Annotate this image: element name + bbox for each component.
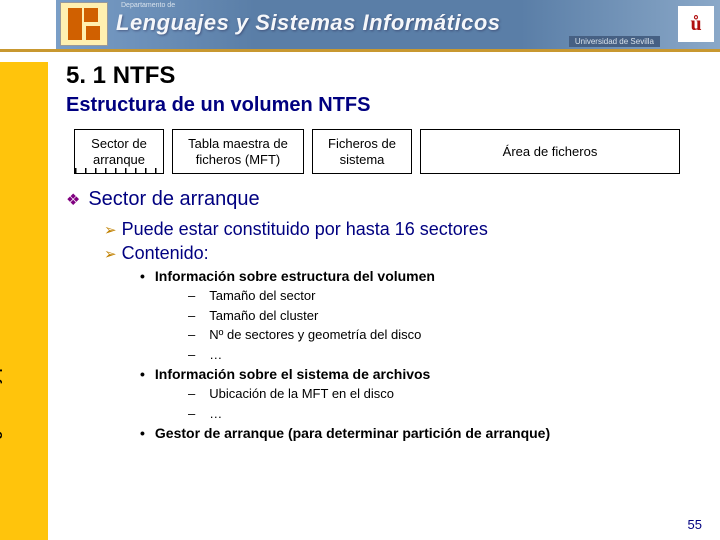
dot-bullet-icon: • bbox=[140, 266, 145, 286]
bullet-lvl2: • Información sobre el sistema de archiv… bbox=[140, 364, 720, 384]
banner-sub: Universidad de Sevilla bbox=[569, 36, 660, 47]
section-heading-text: Sector de arranque bbox=[88, 188, 259, 211]
dash-bullet-icon: – bbox=[188, 306, 195, 326]
bullet-text: Contenido: bbox=[122, 243, 209, 263]
section-heading: ❖ Sector de arranque bbox=[66, 188, 720, 211]
ntfs-volume-diagram: Sector de arranque Tabla maestra de fich… bbox=[74, 129, 720, 174]
content: 5. 1 NTFS Estructura de un volumen NTFS … bbox=[56, 62, 720, 540]
bullet-lvl1: ➢ Puede estar constituido por hasta 16 s… bbox=[104, 217, 720, 241]
banner-title: Lenguajes y Sistemas Informáticos bbox=[116, 10, 501, 36]
bullet-text: Información sobre estructura del volumen bbox=[155, 266, 435, 286]
arrow-bullet-icon: ➢ bbox=[104, 246, 117, 263]
banner-dept: Departamento de bbox=[121, 2, 175, 9]
bullet-lvl3: –… bbox=[188, 404, 720, 424]
bullet-text: Ubicación de la MFT en el disco bbox=[209, 384, 394, 404]
dash-bullet-icon: – bbox=[188, 286, 195, 306]
bullet-text: Tamaño del cluster bbox=[209, 306, 318, 326]
bullet-text: … bbox=[209, 404, 222, 424]
bullet-lvl3: –Nº de sectores y geometría del disco bbox=[188, 325, 720, 345]
us-logo: ů bbox=[678, 6, 714, 42]
diagram-system-files: Ficheros de sistema bbox=[312, 129, 412, 174]
arrow-bullet-icon: ➢ bbox=[104, 222, 117, 239]
bullet-text: Gestor de arranque (para determinar part… bbox=[155, 423, 550, 443]
dot-bullet-icon: • bbox=[140, 364, 145, 384]
heading-subtitle: Estructura de un volumen NTFS bbox=[66, 94, 720, 117]
dash-bullet-icon: – bbox=[188, 345, 195, 365]
diagram-file-area: Área de ficheros bbox=[420, 129, 680, 174]
dash-bullet-icon: – bbox=[188, 404, 195, 424]
dash-bullet-icon: – bbox=[188, 384, 195, 404]
sidebar-text: Tema 17: Seguridad y protección del sis.… bbox=[0, 168, 2, 520]
bullet-text: … bbox=[209, 345, 222, 365]
dash-bullet-icon: – bbox=[188, 325, 195, 345]
diamond-bullet-icon: ❖ bbox=[66, 190, 80, 210]
bullet-lvl1: ➢ Contenido: bbox=[104, 241, 720, 265]
bullet-lvl3: –Tamaño del sector bbox=[188, 286, 720, 306]
bullet-lvl3: –… bbox=[188, 345, 720, 365]
bullet-lvl3: –Tamaño del cluster bbox=[188, 306, 720, 326]
bullet-text: Información sobre el sistema de archivos bbox=[155, 364, 430, 384]
bullet-lvl2: • Gestor de arranque (para determinar pa… bbox=[140, 423, 720, 443]
lsi-logo bbox=[60, 2, 108, 46]
banner-bg: Departamento de Lenguajes y Sistemas Inf… bbox=[56, 0, 720, 49]
dot-bullet-icon: • bbox=[140, 423, 145, 443]
sidebar: Tema 17: Seguridad y protección del sis.… bbox=[0, 62, 48, 540]
bullet-text: Nº de sectores y geometría del disco bbox=[209, 325, 421, 345]
heading-section-number: 5. 1 NTFS bbox=[66, 62, 720, 90]
banner: Departamento de Lenguajes y Sistemas Inf… bbox=[0, 0, 720, 52]
bullet-text: Tamaño del sector bbox=[209, 286, 315, 306]
bullet-text: Puede estar constituido por hasta 16 sec… bbox=[122, 219, 488, 239]
bullet-lvl3: –Ubicación de la MFT en el disco bbox=[188, 384, 720, 404]
diagram-mft: Tabla maestra de ficheros (MFT) bbox=[172, 129, 304, 174]
bullet-lvl2: • Información sobre estructura del volum… bbox=[140, 266, 720, 286]
page-number: 55 bbox=[688, 517, 702, 532]
diagram-boot-sector: Sector de arranque bbox=[74, 129, 164, 174]
